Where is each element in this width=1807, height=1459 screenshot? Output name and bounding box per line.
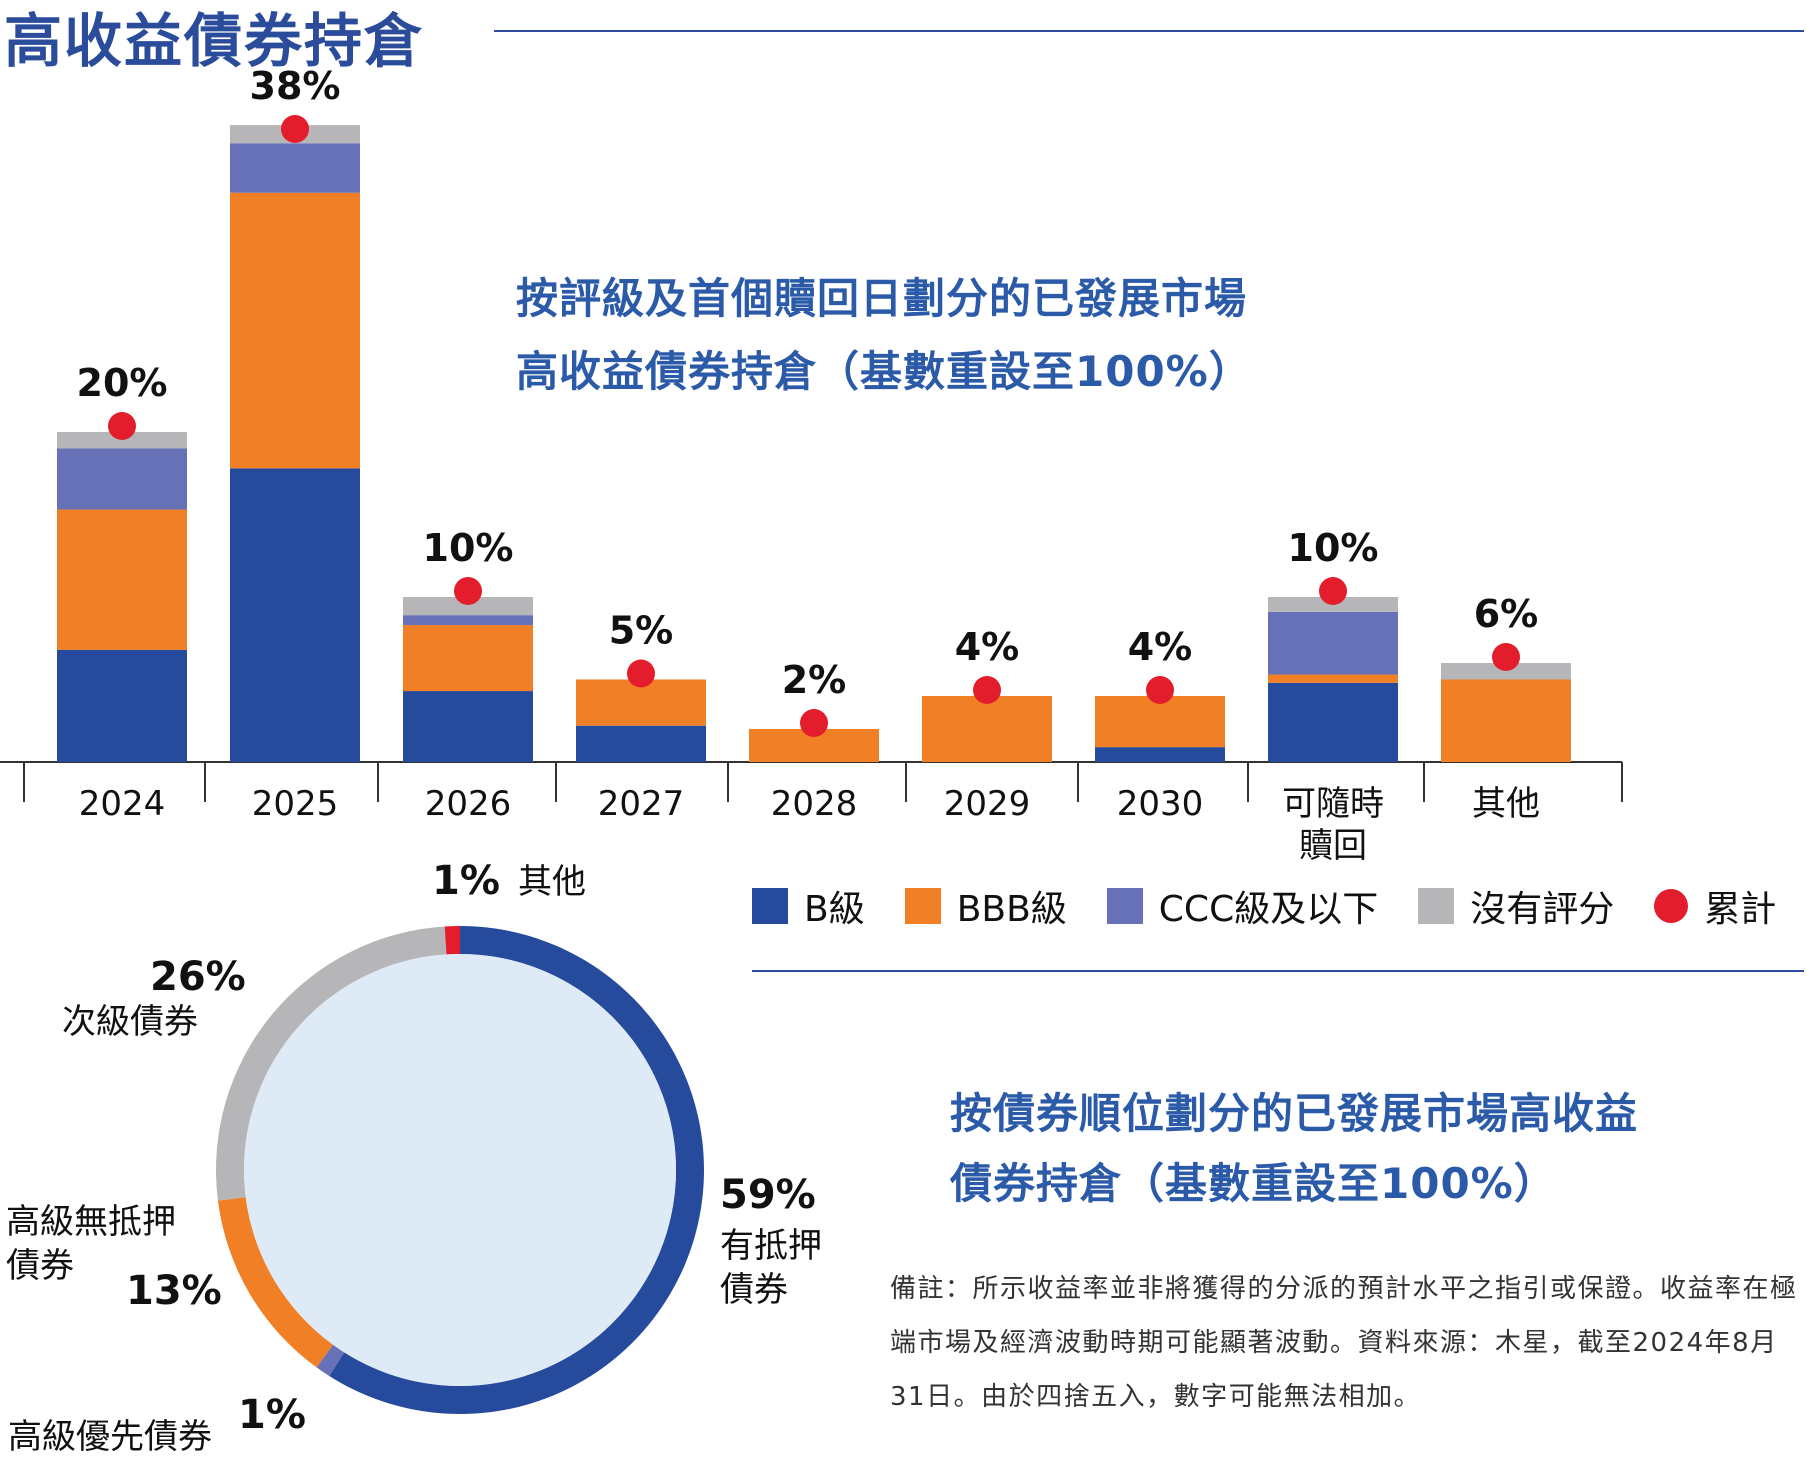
- cumulative-dot: [627, 659, 655, 688]
- footnote: 備註：所示收益率並非將獲得的分派的預計水平之指引或保證。收益率在極端市場及經濟波…: [890, 1274, 1798, 1412]
- legend-item-bbb: BBB級: [904, 880, 1067, 932]
- total-label: 4%: [955, 625, 1020, 669]
- donut-slice: [217, 1197, 334, 1368]
- x-tick-label: 其他: [1472, 784, 1540, 824]
- legend-label-b: B級: [804, 889, 865, 930]
- title-rule: [494, 30, 1804, 32]
- bar-segment: [57, 509, 187, 650]
- legend-swatch-b: [752, 888, 788, 924]
- bar-segment: [230, 468, 360, 762]
- page-title: 高收益債券持倉: [4, 7, 425, 75]
- bar-segment: [576, 725, 706, 762]
- cumulative-dot: [1319, 577, 1347, 605]
- donut-slice: [444, 926, 460, 955]
- bar-segment: [922, 696, 1052, 762]
- donut-pct-senior-unsecured: 13%: [126, 1268, 222, 1314]
- donut-pct-secured: 59%: [720, 1172, 816, 1218]
- donut-slice: [316, 1344, 345, 1377]
- total-label: 5%: [609, 609, 674, 653]
- legend-label-ccc: CCC級及以下: [1158, 889, 1379, 930]
- x-tick-label: 2028: [771, 784, 858, 824]
- donut-label-other: 其他: [518, 862, 586, 902]
- section-rule: [752, 970, 1804, 972]
- donut-label-senior-preferred: 高級優先債券: [8, 1417, 212, 1457]
- bar-segment: [57, 649, 187, 762]
- legend-item-b: B級: [752, 880, 865, 932]
- legend-dot-cumulative: [1654, 889, 1689, 923]
- donut-label-senior-unsecured-2: 債券: [6, 1246, 74, 1286]
- total-label: 20%: [77, 361, 168, 405]
- chart-legend: B級 BBB級 CCC級及以下 沒有評分 累計: [752, 880, 1776, 932]
- x-tick-label: 贖回: [1299, 826, 1367, 866]
- x-tick-label: 2030: [1117, 784, 1204, 824]
- bar-chart-title-line2: 高收益債券持倉（基數重設至100%）: [516, 347, 1252, 396]
- cumulative-dot: [973, 676, 1001, 704]
- bar-segment: [230, 143, 360, 193]
- bar-segment: [230, 192, 360, 469]
- total-label: 6%: [1474, 592, 1539, 636]
- bar-segment: [57, 448, 187, 510]
- cumulative-dot: [454, 577, 482, 605]
- donut-label-secured-1: 有抵押: [720, 1226, 822, 1266]
- x-tick-label: 可隨時: [1282, 784, 1384, 824]
- donut-inner: [244, 954, 676, 1386]
- legend-item-ccc: CCC級及以下: [1106, 880, 1379, 932]
- donut-label-subordinated: 次級債券: [62, 1002, 198, 1042]
- cumulative-dot: [1146, 676, 1174, 704]
- legend-swatch-bbb: [904, 888, 941, 924]
- legend-item-unrated: 沒有評分: [1418, 880, 1614, 932]
- donut-pct-other: 1%: [432, 858, 500, 904]
- bar-segment: [1268, 674, 1398, 683]
- bar-segment: [403, 615, 533, 626]
- bar-segment: [403, 691, 533, 762]
- bar-segment: [1268, 682, 1398, 762]
- bar-segment: [1441, 663, 1571, 680]
- bar-segment: [1095, 747, 1225, 762]
- cumulative-dot: [1492, 643, 1520, 671]
- donut-pct-subordinated: 26%: [150, 954, 246, 1000]
- bar-segment: [403, 597, 533, 616]
- total-label: 10%: [1288, 526, 1379, 570]
- donut-title-line1: 按債券順位劃分的已發展市場高收益: [950, 1089, 1639, 1138]
- x-tick-label: 2029: [944, 784, 1031, 824]
- legend-swatch-ccc: [1106, 888, 1143, 924]
- legend-label-unrated: 沒有評分: [1470, 889, 1615, 930]
- bar-segment: [57, 432, 187, 449]
- cumulative-dot: [108, 412, 136, 440]
- x-tick-label: 2026: [425, 784, 512, 824]
- x-tick-label: 2027: [598, 784, 685, 824]
- total-label: 4%: [1128, 625, 1193, 669]
- bar-chart-title-line1: 按評級及首個贖回日劃分的已發展市場: [516, 274, 1248, 323]
- donut-title-line2: 債券持倉（基數重設至100%）: [950, 1159, 1557, 1208]
- bar-segment: [403, 625, 533, 692]
- donut-slice: [216, 926, 447, 1201]
- total-label: 10%: [423, 526, 514, 570]
- bar-segment: [1095, 696, 1225, 748]
- x-tick-label: 2024: [79, 784, 166, 824]
- bar-segment: [1441, 679, 1571, 762]
- legend-label-bbb: BBB級: [956, 889, 1067, 930]
- donut-chart: [216, 926, 705, 1414]
- legend-swatch-unrated: [1418, 888, 1455, 924]
- total-label: 2%: [782, 658, 847, 702]
- bar-segment: [1268, 611, 1398, 675]
- donut-label-senior-unsecured-1: 高級無抵押: [6, 1202, 176, 1242]
- donut-slice: [329, 926, 705, 1414]
- cumulative-dot: [281, 115, 309, 143]
- donut-pct-senior-preferred: 1%: [238, 1392, 306, 1438]
- legend-label-cumulative: 累計: [1704, 889, 1777, 930]
- x-tick-label: 2025: [252, 784, 339, 824]
- donut-label-secured-2: 債券: [720, 1270, 788, 1310]
- legend-item-cumulative: 累計: [1654, 880, 1776, 932]
- cumulative-dot: [800, 709, 828, 737]
- stacked-bar-chart: 20% 2024 38% 2025 10% 2026 5% 2027 2% 2028 4% 2029 4…: [0, 64, 1623, 866]
- total-label: 38%: [250, 64, 341, 108]
